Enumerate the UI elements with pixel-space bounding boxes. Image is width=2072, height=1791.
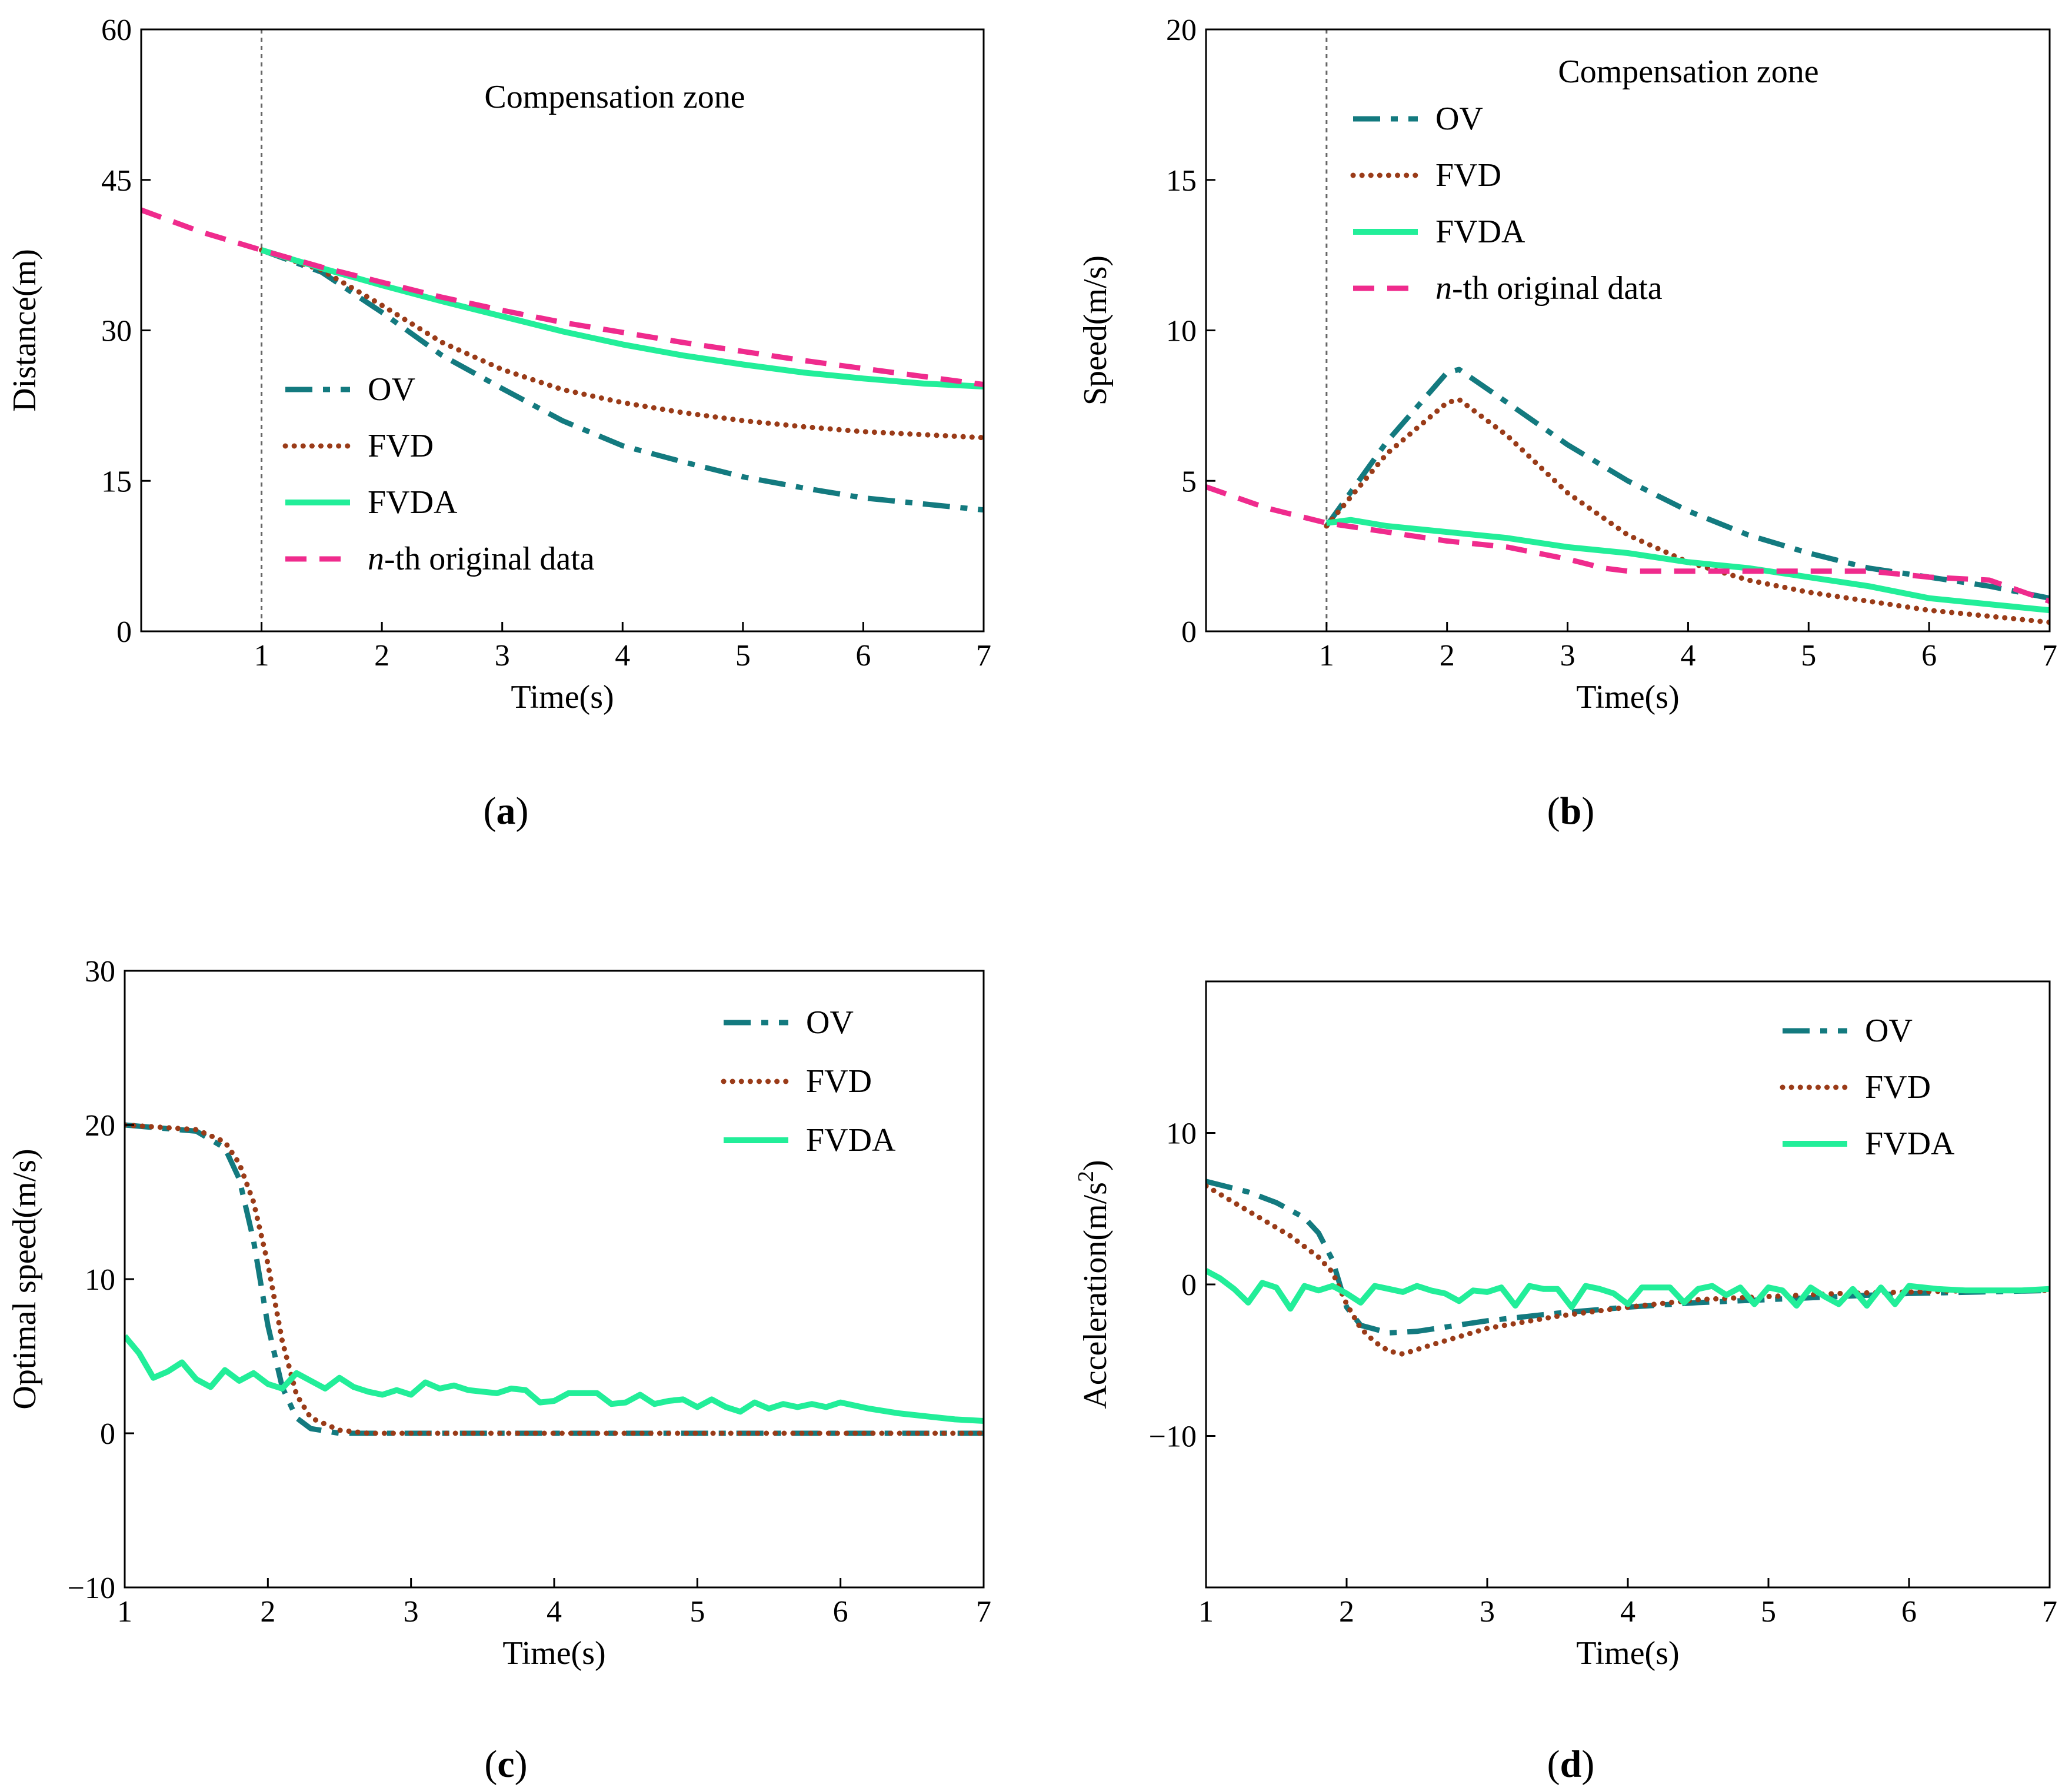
y-tick-label: 15 [1166, 164, 1197, 198]
series-line-fvda [261, 247, 984, 390]
legend-label-orig: n-th original data [1435, 270, 1663, 307]
chart-panel-d: 1 2 3 4 5 6 7 −10 0 10 Time(s) Acceleration(m/s2) OV… [1074, 980, 2057, 1786]
y-tick-label: 5 [1181, 465, 1197, 498]
x-tick-label: 5 [735, 639, 751, 673]
series-line-orig [141, 207, 984, 388]
x-tick-label: 7 [976, 639, 991, 673]
y-tick-label: 10 [1166, 315, 1197, 348]
series-line-fvd [1206, 1183, 2050, 1357]
legend-label-ov: OV [1865, 1013, 1913, 1049]
y-tick-label: 15 [101, 465, 132, 498]
y-tick-label: 20 [85, 1109, 115, 1143]
x-tick-label: 3 [1560, 639, 1575, 673]
series-line-ov [261, 247, 984, 513]
x-tick-label: 2 [1440, 639, 1455, 673]
x-tick-label: 4 [1620, 1595, 1635, 1629]
series-line-ov [125, 1122, 984, 1436]
series-line-fvd [125, 1122, 984, 1436]
y-tick-label: 45 [101, 164, 132, 198]
x-tick-label: 2 [1339, 1595, 1354, 1629]
y-tick-label: 30 [85, 955, 115, 988]
x-tick-label: 7 [2042, 1595, 2057, 1629]
y-axis-label: Distance(m) [6, 249, 43, 412]
x-tick-label: 1 [1319, 639, 1334, 673]
x-tick-label: 5 [1801, 639, 1816, 673]
panel-label: (d) [1547, 1743, 1595, 1786]
legend-label-ov: OV [1435, 101, 1483, 137]
panel-label: (c) [484, 1743, 527, 1786]
x-tick-label: 2 [374, 639, 389, 673]
legend-label-orig: n-th original data [368, 541, 595, 577]
compensation-zone-label: Compensation zone [484, 79, 745, 115]
x-tick-label: 1 [254, 639, 269, 673]
x-tick-label: 5 [1761, 1595, 1776, 1629]
y-tick-label: 60 [101, 14, 132, 47]
x-axis-label: Time(s) [511, 679, 614, 715]
panel-label: (a) [484, 790, 529, 833]
legend: OV FVD FVDA n-th original data [1350, 101, 1663, 307]
x-tick-label: 6 [833, 1595, 848, 1629]
legend-label-ov: OV [806, 1004, 854, 1041]
series-line-fvda [1206, 1268, 2050, 1312]
legend-label-fvda: FVDA [1435, 214, 1525, 250]
y-axis-label: Optimal speed(m/s) [6, 1148, 43, 1409]
legend-label-fvd: FVD [806, 1063, 872, 1100]
y-tick-label: 10 [85, 1263, 115, 1297]
chart-panel-b: 1 2 3 4 5 6 7 0 5 10 15 20 Time(s) Speed(m/s) Compensa… [1077, 14, 2057, 833]
chart-panel-c: 1 2 3 4 5 6 7 −10 0 10 20 30 Time(s) Optimal speed(m/… [6, 955, 991, 1786]
series-line-fvd [1324, 397, 2050, 625]
y-tick-label: 0 [1181, 1269, 1197, 1302]
x-tick-label: 3 [404, 1595, 419, 1629]
x-tick-label: 1 [117, 1595, 132, 1629]
x-tick-label: 6 [1901, 1595, 1917, 1629]
x-tick-label: 4 [615, 639, 630, 673]
y-tick-label: 0 [1181, 615, 1197, 649]
legend-label-fvda: FVDA [1865, 1126, 1955, 1162]
x-tick-label: 1 [1198, 1595, 1214, 1629]
x-tick-label: 5 [689, 1595, 705, 1629]
x-axis-label: Time(s) [502, 1635, 605, 1672]
y-tick-label: 0 [100, 1417, 115, 1451]
x-axis-label: Time(s) [1576, 679, 1679, 715]
y-tick-label: 30 [101, 315, 132, 348]
legend: OV FVD FVDA [1780, 1013, 1955, 1162]
y-tick-label: 10 [1166, 1117, 1197, 1151]
x-tick-label: 2 [260, 1595, 275, 1629]
chart-panel-a: 1 2 3 4 5 6 7015304560Time(s)Distance(m)Compen… [6, 14, 991, 833]
y-axis-label: Speed(m/s) [1077, 255, 1114, 405]
legend-label-fvd: FVD [1435, 157, 1501, 194]
legend-label-fvda: FVDA [368, 484, 458, 521]
legend: OV FVD FVDA [721, 1004, 896, 1159]
plot-frame [1205, 28, 2051, 632]
x-axis-label: Time(s) [1576, 1635, 1679, 1672]
x-tick-label: 7 [976, 1595, 991, 1629]
panel-label: (b) [1547, 790, 1595, 833]
series-line-ov [1206, 1179, 2050, 1336]
x-tick-label: 6 [1921, 639, 1937, 673]
x-tick-label: 3 [1480, 1595, 1495, 1629]
y-tick-label: −10 [1149, 1420, 1197, 1454]
compensation-zone-label: Compensation zone [1558, 54, 1818, 90]
y-axis-label: Acceleration(m/s2) [1074, 1160, 1114, 1409]
x-tick-label: 4 [1680, 639, 1695, 673]
legend: OV FVD FVDA n-th original data [282, 371, 595, 577]
legend-label-fvd: FVD [368, 428, 434, 464]
y-tick-label: 0 [116, 615, 132, 649]
x-tick-label: 7 [2042, 639, 2057, 673]
legend-label-fvd: FVD [1865, 1069, 1931, 1106]
y-tick-label: −10 [68, 1572, 115, 1605]
legend-label-ov: OV [368, 371, 415, 408]
series-line-ov [1324, 367, 2050, 601]
x-tick-label: 4 [547, 1595, 562, 1629]
x-tick-label: 6 [855, 639, 871, 673]
series-line-fvda [1326, 517, 2050, 614]
series-line-fvda [125, 1334, 984, 1424]
x-tick-label: 3 [495, 639, 510, 673]
series-line-fvd [259, 247, 984, 441]
legend-label-fvda: FVDA [806, 1122, 896, 1159]
series-line-orig [1206, 484, 2050, 604]
y-tick-label: 20 [1166, 14, 1197, 47]
